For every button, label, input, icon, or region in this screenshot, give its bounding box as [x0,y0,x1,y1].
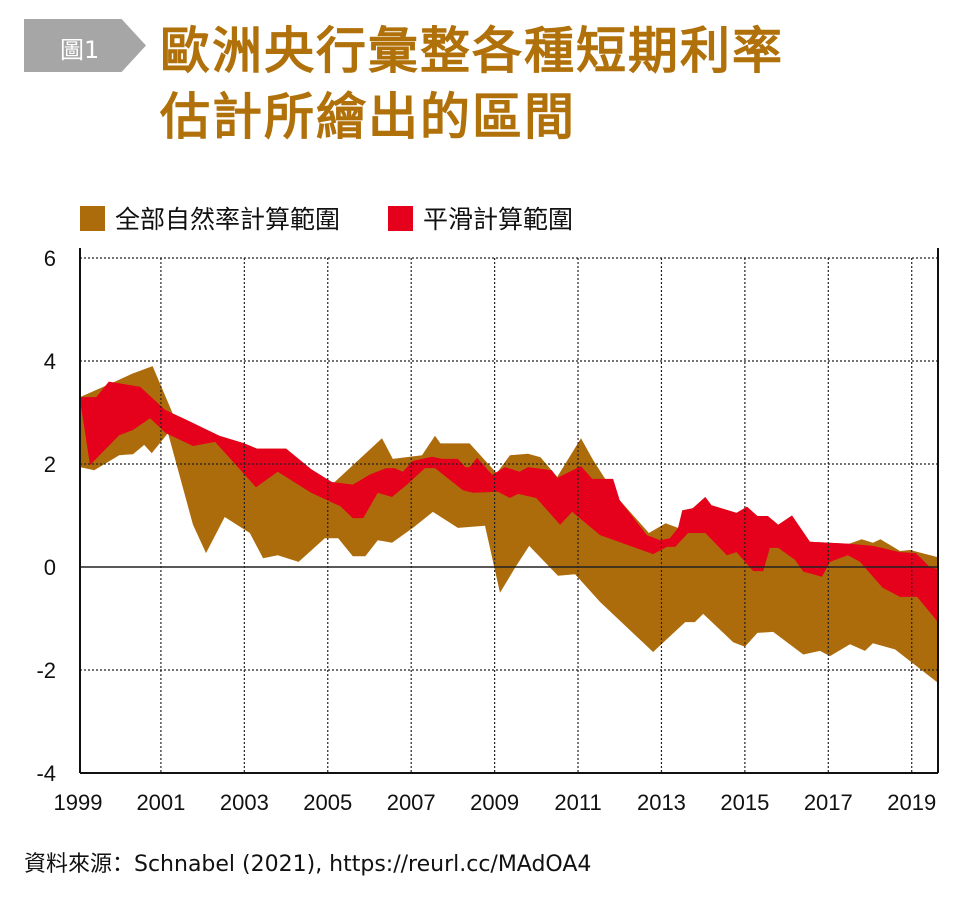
chart-title: 歐洲央行彙整各種短期利率 估計所繪出的區間 [160,18,784,150]
x-tick-label: 2017 [804,790,853,815]
y-tick-label: 0 [44,555,56,580]
legend-swatch-smoothed-range [388,205,414,231]
y-tick-label: 6 [44,246,56,271]
full-range-area [80,366,938,683]
x-tick-label: 2003 [220,790,269,815]
title-line-2: 估計所繪出的區間 [160,87,576,146]
figure-badge: 圖1 [24,19,146,72]
legend-swatch-full-range [80,205,105,231]
y-tick-label: 2 [44,452,56,477]
source-note: 資料來源：Schnabel (2021), https://reurl.cc/M… [24,852,592,877]
legend: 全部自然率計算範圍 平滑計算範圍 [80,200,573,236]
y-tick-label: 4 [44,349,56,374]
title-line-1: 歐洲央行彙整各種短期利率 [160,21,784,80]
legend-label-full-range: 全部自然率計算範圍 [115,205,341,234]
x-tick-label: 2005 [303,790,352,815]
x-tick-label: 2013 [637,790,686,815]
x-tick-label: 1999 [54,790,103,815]
x-tick-label: 2001 [136,790,185,815]
x-tick-label: 2015 [720,790,769,815]
y-tick-label: -2 [36,658,56,683]
x-tick-label: 2011 [554,790,601,815]
figure-number: 圖1 [60,36,100,64]
y-tick-label: -4 [36,761,56,786]
x-tick-label: 2009 [470,790,519,815]
x-tick-label: 2019 [887,790,936,815]
legend-label-smoothed-range: 平滑計算範圍 [423,205,574,234]
x-tick-label: 2007 [387,790,436,815]
